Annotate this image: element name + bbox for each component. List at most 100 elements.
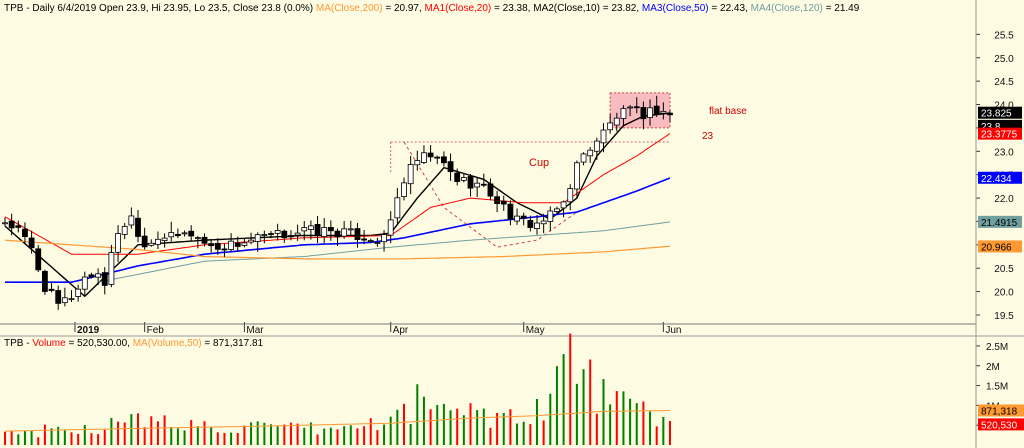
candle-down — [633, 106, 640, 109]
price-tag-bg — [978, 171, 1022, 184]
volume-bar — [595, 413, 598, 445]
candle-down — [55, 290, 62, 304]
candle-up — [387, 219, 394, 236]
candle-up — [321, 227, 328, 237]
volume-bar — [289, 422, 292, 445]
cup-annotation: Cup — [529, 157, 549, 169]
volume-bar — [635, 403, 638, 445]
volume-bar — [23, 430, 26, 445]
volume-bar — [655, 426, 658, 445]
volume-axis-label: 1.5M — [986, 382, 1008, 393]
candle-down — [174, 234, 181, 237]
candle-up — [401, 182, 407, 197]
date-label: Apr — [393, 325, 409, 336]
candle-down — [487, 183, 494, 197]
price-axis-label: 24.5 — [994, 77, 1014, 88]
price-tag-bg — [978, 240, 1022, 253]
volume-bar — [602, 379, 605, 445]
volume-bar — [323, 428, 326, 445]
volume-ma-line — [4, 410, 671, 432]
date-label: Jun — [665, 325, 681, 336]
price-tag-bg — [978, 106, 1022, 119]
volume-bar — [536, 399, 538, 445]
volume-bar — [137, 413, 139, 445]
volume-bar — [396, 409, 399, 445]
price-tags: 23.825 23.823.3775 22.434 21.4915 20.966 — [978, 106, 1022, 253]
volume-tag-ma_volume: 871,318 — [981, 406, 1018, 417]
candle-down — [653, 105, 660, 115]
volume-header: TPB - Volume = 520,530.00, MA(Volume,50)… — [4, 338, 264, 349]
candle-up — [547, 210, 554, 222]
candle-down — [22, 228, 28, 238]
volume-bar — [37, 437, 40, 445]
candle-up — [460, 177, 467, 181]
candle-down — [42, 270, 48, 292]
candle-down — [288, 235, 294, 238]
candle-up — [161, 237, 168, 241]
volume-bar — [489, 427, 492, 445]
candle-up — [294, 232, 301, 236]
volume-bar — [4, 431, 6, 445]
volume-bar — [223, 432, 226, 445]
candle-up — [128, 215, 135, 226]
candle-up — [347, 228, 354, 231]
volume-bar — [309, 422, 312, 445]
candle-up — [627, 106, 633, 109]
volume-bar — [629, 398, 632, 445]
volume-bar — [196, 426, 199, 445]
volume-bar — [210, 427, 213, 445]
volume-bar — [150, 416, 153, 445]
volume-ma-path — [4, 410, 671, 432]
volume-bar — [615, 391, 618, 445]
candle-up — [155, 238, 161, 245]
volume-bar — [343, 426, 346, 445]
volume-bar — [276, 426, 279, 445]
candle-up — [301, 227, 308, 232]
volume-axis-label: 2M — [986, 362, 1000, 373]
volume-bar — [462, 415, 465, 445]
candle-down — [188, 230, 195, 237]
candlesticks — [2, 95, 673, 310]
volume-bar — [77, 433, 80, 445]
candle-down — [101, 272, 108, 286]
candle-up — [254, 234, 261, 242]
volume-bars — [4, 333, 671, 445]
volume-bar — [143, 427, 146, 445]
candle-down — [361, 238, 368, 241]
volume-bar — [236, 432, 239, 445]
date-label: Feb — [147, 325, 165, 336]
volume-bar — [569, 333, 572, 445]
candle-down — [527, 220, 534, 228]
volume-bar — [216, 432, 219, 445]
candle-down — [201, 236, 208, 244]
volume-bar — [403, 403, 405, 445]
volume-bar — [283, 424, 286, 445]
volume-bar — [270, 424, 272, 445]
volume-bar — [469, 403, 472, 445]
candle-down — [141, 235, 148, 248]
price-panel: 19.520.020.521.021.522.022.523.023.524.0… — [2, 3, 1022, 336]
volume-bar — [416, 384, 419, 445]
volume-bar — [50, 428, 53, 445]
volume-bar — [575, 383, 578, 445]
candle-up — [248, 239, 254, 243]
price-tag-bg — [978, 127, 1022, 140]
candle-up — [587, 149, 594, 157]
candle-up — [115, 233, 121, 253]
volume-bar — [190, 420, 193, 445]
volume-bar — [442, 403, 445, 445]
cup-path — [403, 141, 578, 248]
volume-bar — [70, 432, 73, 445]
candle-up — [307, 225, 314, 230]
volume-bar — [176, 428, 179, 445]
price-tag-bg — [978, 215, 1022, 228]
volume-bar — [203, 421, 206, 445]
candle-up — [474, 182, 481, 188]
date-label: 2019 — [77, 325, 100, 336]
volume-bar — [356, 428, 359, 445]
volume-bar — [43, 424, 46, 445]
candle-down — [48, 288, 55, 291]
candle-down — [8, 220, 15, 229]
